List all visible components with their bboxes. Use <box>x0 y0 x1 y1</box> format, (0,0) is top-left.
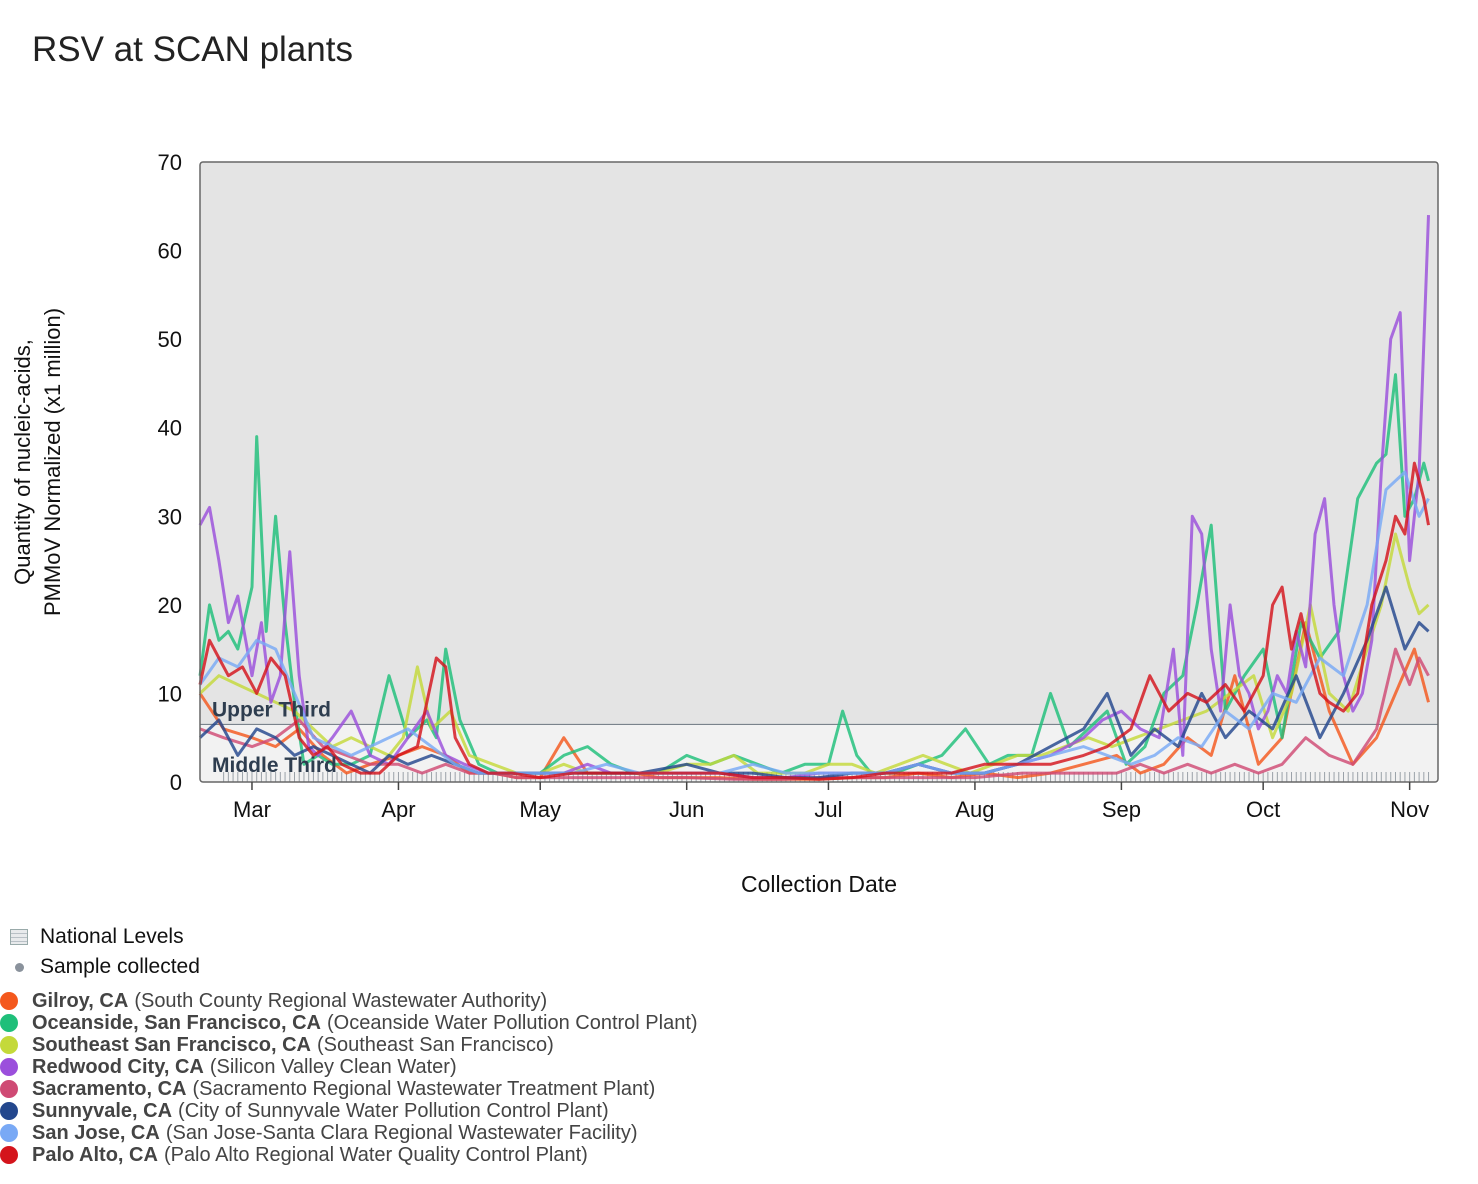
legend-item[interactable]: Gilroy, CA (South County Regional Wastewa… <box>0 990 698 1012</box>
y-tick-label: 10 <box>158 681 182 706</box>
legend-item[interactable]: Sunnyvale, CA (City of Sunnyvale Water Po… <box>0 1100 698 1122</box>
series-color-swatch <box>0 1124 18 1142</box>
y-tick-label: 0 <box>170 770 182 795</box>
legend-item[interactable]: Palo Alto, CA (Palo Alto Regional Water Q… <box>0 1144 698 1166</box>
series-color-swatch <box>0 1146 18 1164</box>
legend-item[interactable]: Sacramento, CA (Sacramento Regional Waste… <box>0 1078 698 1100</box>
middle-third-label: Middle Third <box>212 754 337 777</box>
x-tick-label: Nov <box>1390 797 1429 822</box>
x-tick-label: Sep <box>1102 797 1141 822</box>
series-line-7 <box>198 461 1430 781</box>
series-lines <box>198 215 1430 781</box>
sample-dot-icon <box>6 962 32 972</box>
legend-plant: (Palo Alto Regional Water Quality Contro… <box>163 1144 588 1166</box>
legend-city: Oceanside, San Francisco, CA <box>32 1012 321 1034</box>
legend-national-levels[interactable]: National Levels <box>6 922 200 952</box>
series-line-2 <box>198 532 1430 775</box>
legend-plant: (Sacramento Regional Wastewater Treatmen… <box>192 1078 656 1100</box>
x-tick-label: May <box>519 797 561 822</box>
legend-city: Palo Alto, CA <box>32 1144 158 1166</box>
series-color-swatch <box>0 992 18 1010</box>
national-levels-label: National Levels <box>40 925 184 948</box>
x-tick-label: Oct <box>1246 797 1280 822</box>
y-tick-label: 30 <box>158 504 182 529</box>
y-tick-label: 20 <box>158 593 182 618</box>
x-tick-label: Apr <box>381 797 415 822</box>
y-axis-label-line2: PMMoV Normalized (x1 million) <box>40 308 65 616</box>
series-color-swatch <box>0 1102 18 1120</box>
legend-city: Sacramento, CA <box>32 1078 187 1100</box>
y-tick-label: 40 <box>158 416 182 441</box>
y-tick-label: 60 <box>158 239 182 264</box>
legend-plant: (Oceanside Water Pollution Control Plant… <box>327 1012 698 1034</box>
series-line-5 <box>198 585 1430 780</box>
legend-item[interactable]: Southeast San Francisco, CA (Southeast Sa… <box>0 1034 698 1056</box>
sample-collected-label: Sample collected <box>40 955 200 978</box>
legend-item[interactable]: San Jose, CA (San Jose-Santa Clara Region… <box>0 1122 698 1144</box>
legend-city: Southeast San Francisco, CA <box>32 1034 311 1056</box>
legend-plant: (San Jose-Santa Clara Regional Wastewate… <box>165 1122 638 1144</box>
y-tick-label: 70 <box>158 150 182 175</box>
upper-third-label: Upper Third <box>212 698 331 721</box>
legend-city: Gilroy, CA <box>32 990 129 1012</box>
legend-sample-collected[interactable]: Sample collected <box>6 952 200 982</box>
series-color-swatch <box>0 1014 18 1032</box>
legend-plant: (City of Sunnyvale Water Pollution Contr… <box>178 1100 609 1122</box>
x-tick-label: Jul <box>814 797 842 822</box>
page-title: RSV at SCAN plants <box>32 30 353 69</box>
legend-plant: (Silicon Valley Clean Water) <box>209 1056 457 1078</box>
x-axis: Mar Apr May Jun Jul Aug Sep Oct Nov <box>233 782 1429 822</box>
legend-city: San Jose, CA <box>32 1122 160 1144</box>
legend-city: Redwood City, CA <box>32 1056 204 1078</box>
legend-city: Sunnyvale, CA <box>32 1100 173 1122</box>
x-tick-label: Aug <box>955 797 994 822</box>
legend-item[interactable]: Redwood City, CA (Silicon Valley Clean Wa… <box>0 1056 698 1078</box>
legend-plant: (Southeast San Francisco) <box>316 1034 554 1056</box>
x-tick-label: Jun <box>669 797 704 822</box>
x-tick-label: Mar <box>233 797 271 822</box>
rsv-line-chart: 0 10 20 30 40 50 60 70 Mar Apr May Jun Jul Aug Sep Oct… <box>10 150 1439 897</box>
y-tick-label: 50 <box>158 327 182 352</box>
y-axis: 0 10 20 30 40 50 60 70 <box>158 150 182 795</box>
series-color-swatch <box>0 1058 18 1076</box>
legend-plant: (South County Regional Wastewater Author… <box>134 990 548 1012</box>
legend-item[interactable]: Oceanside, San Francisco, CA (Oceanside W… <box>0 1012 698 1034</box>
national-levels-icon <box>6 929 32 945</box>
legend-sites: Gilroy, CA (South County Regional Wastewa… <box>0 990 698 1166</box>
band-labels: Upper Third Middle Third <box>212 698 337 777</box>
series-color-swatch <box>0 1036 18 1054</box>
y-axis-label-line1: Quantity of nucleic-acids, <box>10 339 35 585</box>
legend-key: National Levels Sample collected <box>6 922 200 982</box>
national-band-0 <box>200 162 1438 725</box>
national-level-bands <box>200 162 1438 782</box>
x-axis-label: Collection Date <box>741 871 897 897</box>
plot-frame <box>199 161 1439 783</box>
series-line-6 <box>198 470 1430 775</box>
series-color-swatch <box>0 1080 18 1098</box>
